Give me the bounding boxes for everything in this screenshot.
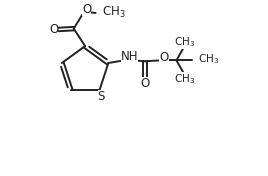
Text: O: O <box>140 77 150 90</box>
Text: S: S <box>98 90 105 103</box>
Text: O: O <box>82 3 91 16</box>
Text: O: O <box>49 23 58 36</box>
Text: O: O <box>159 51 169 64</box>
Text: CH$_3$: CH$_3$ <box>102 5 126 20</box>
Text: CH$_3$: CH$_3$ <box>198 53 219 66</box>
Text: CH$_3$: CH$_3$ <box>174 72 195 86</box>
Text: NH: NH <box>121 50 138 63</box>
Text: CH$_3$: CH$_3$ <box>174 35 195 49</box>
